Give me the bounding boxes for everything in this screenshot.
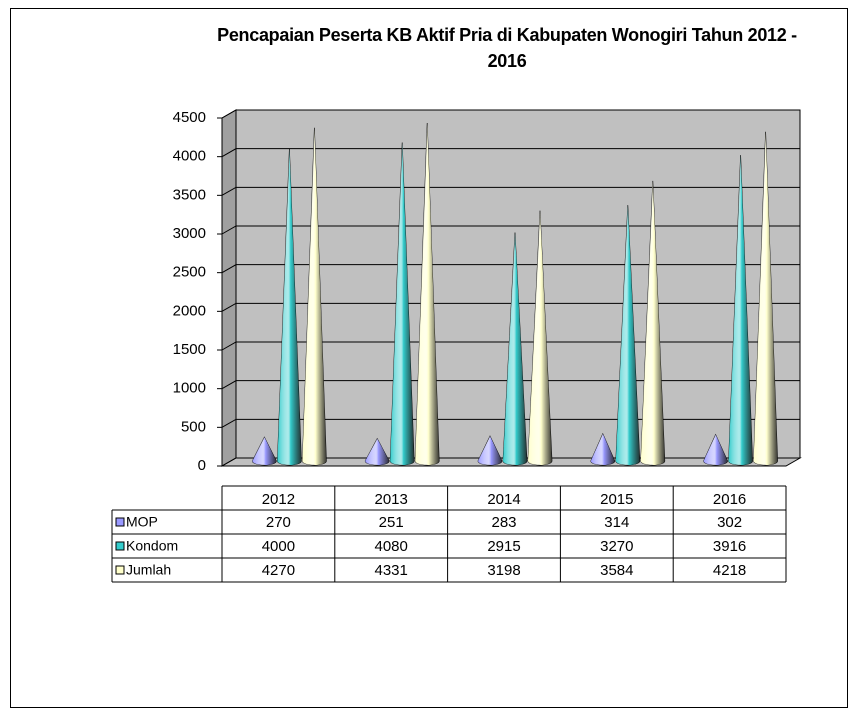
legend-key	[115, 541, 125, 551]
legend-key	[115, 517, 125, 527]
y-tick-label: 0	[198, 457, 206, 474]
y-tick-label: 1000	[173, 380, 206, 397]
table-value: 2915	[487, 538, 520, 555]
grid-line	[221, 225, 800, 235]
grid-line	[221, 380, 800, 390]
x-tick-label: 2012	[262, 491, 295, 508]
table-value: 3916	[713, 538, 746, 555]
cone-shade	[640, 180, 665, 465]
y-tick-label: 3000	[173, 225, 206, 242]
legend-key	[115, 565, 125, 575]
legend-label: Jumlah	[126, 562, 171, 578]
table-value: 270	[266, 514, 291, 531]
table-value: 3584	[600, 562, 633, 579]
legend-label: Kondom	[126, 538, 178, 554]
table-value: 4270	[262, 562, 295, 579]
cone-shade	[415, 123, 440, 465]
table-value: 283	[491, 514, 516, 531]
x-tick-label: 2015	[600, 491, 633, 508]
table-value: 3270	[600, 538, 633, 555]
cone-shade	[728, 155, 753, 466]
table-value: 4000	[262, 538, 295, 555]
chart-title: Pencapaian Peserta KB Aktif Pria di Kabu…	[217, 25, 797, 71]
y-tick-label: 3500	[173, 186, 206, 203]
cone-shade	[590, 433, 615, 465]
page: {"chart_data": {"type": "cone", "title":…	[10, 8, 848, 708]
table-value: 314	[604, 514, 629, 531]
table-value: 3198	[487, 562, 520, 579]
y-tick-label: 4500	[173, 109, 206, 126]
y-tick-label: 2500	[173, 264, 206, 281]
y-tick-label: 4000	[173, 148, 206, 165]
grid-line	[221, 341, 800, 351]
cone-shade	[615, 205, 640, 465]
grid-line	[221, 418, 800, 428]
side-wall	[221, 109, 237, 467]
x-tick-label: 2013	[375, 491, 408, 508]
chart: 0 500 1000 1500 2000 2500 3000 3500 4000 4500 2012…	[111, 109, 802, 583]
cone-shade	[753, 131, 778, 466]
table-value: 4080	[375, 538, 408, 555]
table-value: 251	[379, 514, 404, 531]
grid-line	[221, 264, 800, 274]
x-tick-label: 2016	[713, 491, 746, 508]
cone-shade	[703, 434, 728, 465]
cone-shade	[252, 437, 277, 465]
table-value: 302	[717, 514, 742, 531]
grid-line	[221, 302, 800, 312]
y-tick-label: 1500	[173, 341, 206, 358]
table-value: 4218	[713, 562, 746, 579]
x-tick-label: 2014	[487, 491, 520, 508]
y-tick-label: 2000	[173, 302, 206, 319]
cone-shade	[365, 438, 390, 465]
cone-shade	[277, 148, 302, 465]
cone-shade	[528, 210, 552, 465]
table-value: 4331	[375, 562, 408, 579]
legend-label: MOP	[126, 514, 158, 530]
cone-shade	[302, 127, 327, 465]
grid-line	[221, 186, 800, 196]
cone-shade	[478, 436, 502, 465]
grid-line	[221, 148, 800, 158]
grid-line	[221, 109, 800, 119]
cone-shade	[503, 232, 527, 465]
cone-shade	[390, 142, 415, 466]
y-tick-label: 500	[181, 418, 206, 435]
